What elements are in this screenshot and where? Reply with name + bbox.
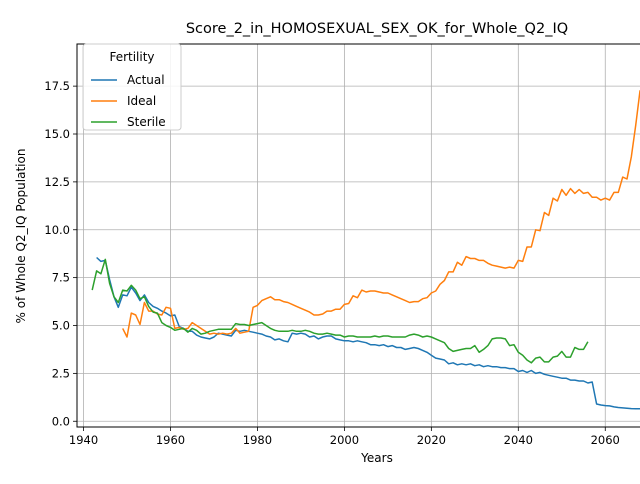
legend-label-ideal: Ideal xyxy=(127,94,156,108)
x-tick-label: 2020 xyxy=(417,433,446,447)
legend: Fertility Actual Ideal Sterile xyxy=(82,43,182,131)
x-tick-label: 1980 xyxy=(243,433,272,447)
x-tick-label: 2060 xyxy=(591,433,620,447)
legend-title: Fertility xyxy=(109,50,154,64)
series-line-ideal xyxy=(122,90,640,338)
legend-label-sterile: Sterile xyxy=(127,115,166,129)
y-tick-label: 0.0 xyxy=(52,414,70,428)
x-tick-label: 1960 xyxy=(156,433,185,447)
x-axis: 1940 1960 1980 2000 2020 2040 2060 xyxy=(69,427,620,447)
y-axis: 0.0 2.5 5.0 7.5 10.0 12.5 15.0 17.5 xyxy=(44,79,77,428)
plot-frame xyxy=(76,43,640,428)
y-tick-label: 12.5 xyxy=(44,175,70,189)
x-tick-label: 1940 xyxy=(69,433,98,447)
y-tick-label: 5.0 xyxy=(52,319,70,333)
chart-title: Score_2_in_HOMOSEXUAL_SEX_OK_for_Whole_Q… xyxy=(186,21,568,37)
y-tick-label: 2.5 xyxy=(52,366,70,380)
series-lines xyxy=(91,90,640,410)
y-axis-label: % of Whole Q2_IQ Population xyxy=(14,149,28,324)
legend-label-actual: Actual xyxy=(127,73,165,87)
x-tick-label: 2040 xyxy=(504,433,533,447)
legend-box xyxy=(82,43,182,131)
grid xyxy=(77,44,640,427)
series-line-sterile xyxy=(91,258,589,364)
y-tick-label: 10.0 xyxy=(44,223,70,237)
y-tick-label: 7.5 xyxy=(52,271,70,285)
y-tick-label: 17.5 xyxy=(44,79,70,93)
y-tick-label: 15.0 xyxy=(44,127,70,141)
x-axis-label: Years xyxy=(360,451,393,465)
x-tick-label: 2000 xyxy=(330,433,359,447)
